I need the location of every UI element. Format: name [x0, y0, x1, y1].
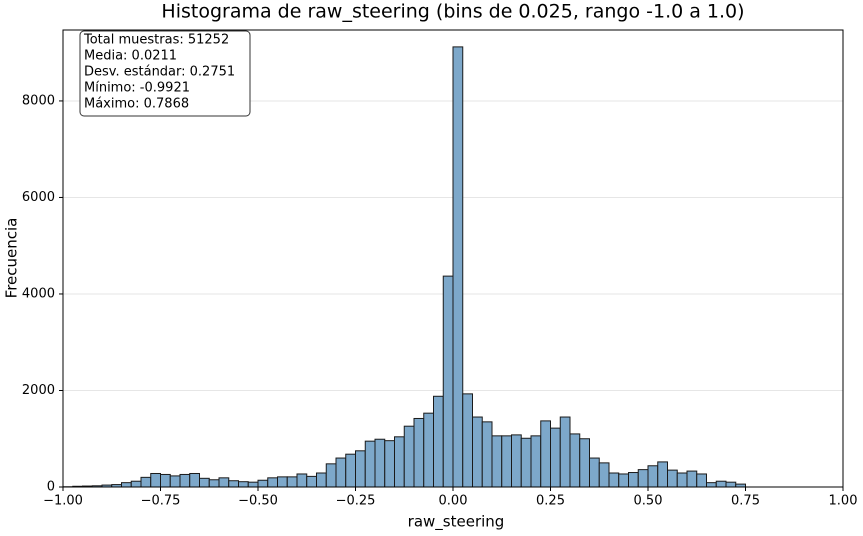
bar [550, 427, 561, 488]
bar [335, 457, 347, 488]
stats-line: Media: 0.0211 [84, 49, 177, 64]
x-tick-label: −0.25 [336, 494, 376, 509]
bar [277, 476, 288, 488]
bar [423, 412, 434, 488]
bar [179, 473, 191, 488]
bar [491, 435, 503, 488]
bar [706, 482, 717, 488]
stats-line: Desv. estándar: 0.2751 [84, 65, 235, 80]
bar [121, 482, 132, 488]
bar [345, 453, 356, 488]
x-tick-label: 0.00 [439, 494, 468, 509]
chart-title: Histograma de raw_steering (bins de 0.02… [161, 1, 744, 23]
bar [618, 473, 629, 488]
y-axis-label: Frecuencia [3, 218, 21, 299]
bar [140, 476, 152, 488]
bar [579, 438, 590, 488]
bar [686, 470, 698, 488]
bar [189, 472, 200, 488]
bar [608, 472, 620, 488]
bar [511, 434, 522, 488]
stats-line: Total muestras: 51252 [83, 33, 229, 48]
bar [325, 463, 337, 488]
bar [150, 472, 161, 488]
bar [559, 416, 571, 488]
bar [199, 477, 210, 488]
x-tick-label: 0.50 [634, 494, 663, 509]
bar [696, 473, 707, 488]
bar [530, 435, 542, 488]
y-tick-label: 0 [47, 480, 55, 495]
x-tick-label: 0.75 [731, 494, 760, 509]
bar [481, 421, 493, 488]
bar [296, 473, 308, 488]
y-tick-label: 4000 [22, 286, 55, 301]
stats-box [79, 30, 251, 117]
bar [715, 480, 727, 488]
bar [160, 473, 171, 488]
bar [228, 480, 239, 488]
bar [520, 437, 532, 488]
bar [472, 416, 483, 488]
bar [267, 477, 278, 488]
bar [452, 46, 464, 488]
bar [540, 420, 551, 488]
bar [501, 435, 512, 488]
bar [403, 425, 415, 488]
y-tick-label: 8000 [22, 93, 55, 108]
plot-frame [62, 29, 844, 488]
bar [647, 465, 659, 488]
bar [442, 275, 454, 488]
x-axis-label: raw_steering [408, 513, 505, 532]
bar [306, 475, 317, 488]
bar [218, 477, 230, 488]
y-tick-label: 2000 [22, 383, 55, 398]
bar [394, 436, 405, 488]
bar [462, 393, 473, 488]
bar [589, 457, 600, 488]
bar [657, 461, 668, 488]
bar [598, 462, 610, 488]
bar [725, 481, 737, 488]
bar [433, 395, 444, 488]
bar [238, 481, 249, 488]
bar [364, 440, 376, 488]
x-tick-label: −0.50 [238, 494, 278, 509]
bar [676, 472, 688, 488]
x-tick-label: 1.00 [829, 494, 858, 509]
bar [247, 481, 259, 488]
bar [384, 440, 395, 488]
bar [208, 479, 220, 488]
y-tick-label: 6000 [22, 190, 55, 205]
bar [628, 472, 639, 488]
bar [374, 438, 386, 488]
bar [257, 479, 269, 488]
stats-line: Máximo: 0.7868 [84, 97, 189, 112]
bar [130, 480, 142, 488]
bar [637, 469, 649, 488]
x-tick-label: −0.75 [141, 494, 181, 509]
bar [355, 450, 366, 488]
bar [569, 433, 581, 488]
bar [169, 475, 181, 488]
bar [286, 476, 298, 488]
bar [667, 469, 678, 488]
bar [413, 417, 425, 488]
x-tick-label: 0.25 [536, 494, 565, 509]
x-tick-label: −1.00 [43, 494, 83, 509]
bar [316, 472, 327, 488]
stats-line: Mínimo: -0.9921 [84, 81, 190, 96]
